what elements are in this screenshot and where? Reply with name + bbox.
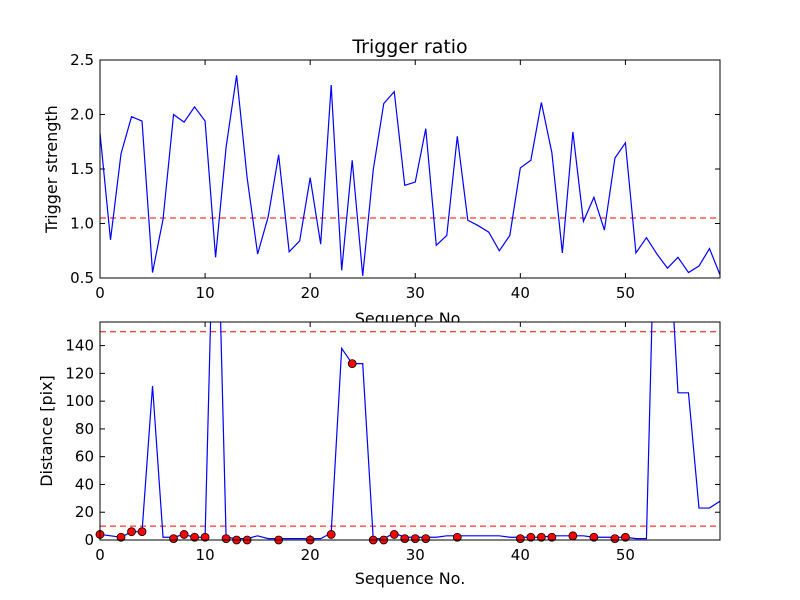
y-tick-label: 60 (75, 448, 94, 466)
x-tick-label: 50 (616, 284, 635, 302)
x-tick-label: 0 (95, 284, 105, 302)
x-tick-label: 40 (511, 546, 530, 564)
y-tick-label: 1.5 (70, 160, 94, 178)
data-point-marker (326, 530, 336, 539)
y-tick-label: 40 (75, 475, 94, 493)
data-point-marker (589, 532, 599, 542)
trigger-ratio-y-axis-label: Trigger strength (42, 105, 61, 234)
x-tick-label: 0 (95, 546, 105, 564)
distance-x-axis-label: Sequence No. (355, 569, 466, 588)
data-point-marker (116, 532, 126, 542)
trigger-ratio-ticks: 0 10 20 30 40 50 0.5 1.0 1.5 2.0 2.5 (70, 51, 720, 302)
data-point-marker (526, 532, 536, 542)
series-line (100, 75, 720, 276)
trigger-ratio-panel: Trigger ratio 0 10 20 30 40 50 0.5 1.0 1.5 2.0 2.5… (42, 36, 721, 328)
y-tick-label: 0 (84, 531, 94, 549)
data-point-marker (452, 532, 462, 542)
data-point-marker (410, 534, 420, 544)
y-tick-label: 80 (75, 420, 94, 438)
x-tick-label: 10 (196, 284, 215, 302)
x-tick-label: 10 (196, 546, 215, 564)
distance-y-axis-label: Distance [pix] (37, 375, 56, 487)
data-point-marker (547, 532, 557, 542)
x-tick-label: 20 (301, 284, 320, 302)
y-tick-label: 20 (75, 503, 94, 521)
y-tick-label: 2.0 (70, 106, 94, 124)
distance-panel: 0 10 20 30 40 50 0 20 40 60 80 100 120 140 Sequence N… (37, 321, 721, 588)
x-tick-label: 20 (301, 546, 320, 564)
data-point-marker (621, 532, 630, 542)
data-point-marker (568, 531, 578, 541)
x-tick-label: 30 (406, 546, 425, 564)
data-point-marker (400, 534, 410, 544)
x-tick-label: 30 (406, 284, 425, 302)
data-point-marker (200, 532, 210, 542)
data-point-marker (127, 527, 136, 537)
data-point-marker (137, 527, 147, 537)
chart-title: Trigger ratio (351, 36, 467, 58)
distance-panel-background (100, 322, 720, 540)
data-point-marker (389, 530, 399, 539)
distance-ticks: 0 10 20 30 40 50 0 20 40 60 80 100 120 140 (65, 322, 720, 564)
data-point-marker (179, 530, 189, 539)
x-tick-label: 40 (511, 284, 530, 302)
y-tick-label: 120 (65, 364, 94, 382)
distance-marks (95, 322, 720, 545)
trigger-ratio-marks (100, 75, 720, 276)
y-tick-label: 140 (65, 337, 94, 355)
y-tick-label: 0.5 (70, 269, 94, 287)
data-point-marker (421, 534, 431, 544)
trigger-ratio-plot-frame (99, 59, 721, 279)
y-tick-label: 1.0 (70, 215, 94, 233)
data-point-marker (536, 532, 546, 542)
data-point-marker (610, 534, 620, 544)
y-tick-label: 2.5 (70, 51, 94, 69)
y-tick-label: 100 (65, 392, 94, 410)
data-point-marker (221, 534, 231, 544)
data-point-marker (515, 534, 525, 544)
data-point-marker (169, 534, 178, 544)
data-point-marker (190, 532, 199, 542)
distance-plot-frame (99, 321, 721, 541)
x-tick-label: 50 (616, 546, 635, 564)
data-point-marker (347, 359, 357, 369)
